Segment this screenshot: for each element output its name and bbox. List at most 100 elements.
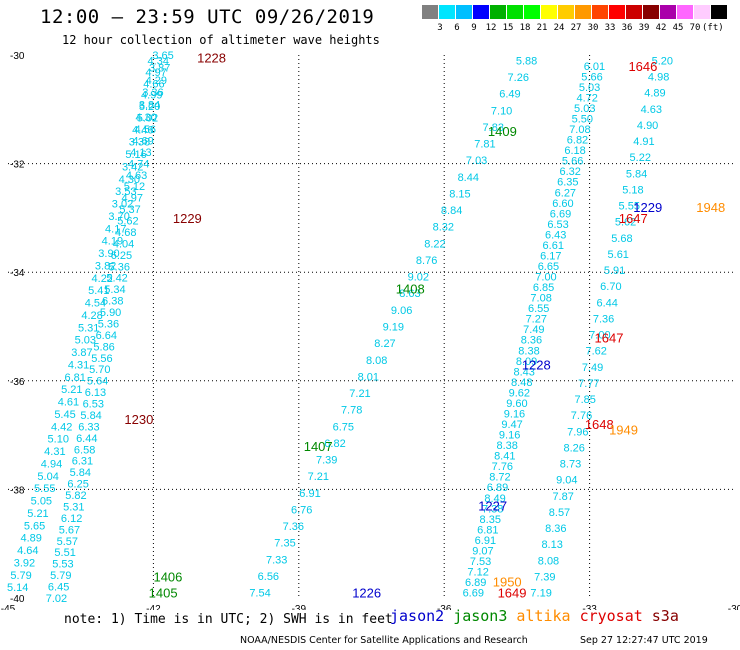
wave-height-label: 8.26 bbox=[563, 442, 584, 454]
wave-height-label: 7.19 bbox=[530, 588, 551, 600]
colorbar-swatch bbox=[609, 5, 625, 19]
wave-height-label: 5.05 bbox=[31, 496, 52, 508]
wave-height-label: 6.01 bbox=[584, 61, 605, 73]
time-label: 1230 bbox=[124, 412, 153, 427]
wave-height-label: 6.65 bbox=[538, 261, 559, 273]
wave-height-label: 4.22 bbox=[92, 273, 113, 285]
wave-height-label: 7.54 bbox=[249, 588, 270, 600]
wave-height-label: 3.87 bbox=[149, 62, 170, 74]
wave-height-label: 6.53 bbox=[83, 399, 104, 411]
wave-height-label: 7.10 bbox=[491, 105, 512, 117]
time-label: 1649 bbox=[498, 586, 527, 601]
wave-height-label: 6.33 bbox=[78, 421, 99, 433]
wave-height-label: 5.79 bbox=[10, 570, 31, 582]
wave-height-label: 7.76 bbox=[492, 461, 513, 473]
wave-height-label: 3.87 bbox=[71, 347, 92, 359]
satellite-legend: jason2 jason3 altika cryosat s3a bbox=[390, 607, 688, 625]
time-label: 1227 bbox=[478, 499, 507, 514]
wave-height-label: 5.37 bbox=[119, 204, 140, 216]
wave-height-label: 7.33 bbox=[266, 554, 287, 566]
wave-height-label: 5.55 bbox=[619, 201, 640, 213]
wave-height-label: 7.53 bbox=[470, 556, 491, 568]
colorbar-label: 30 bbox=[587, 23, 599, 33]
wave-height-label: 5.31 bbox=[63, 501, 84, 513]
wave-height-label: 7.21 bbox=[308, 471, 329, 483]
wave-height-label: 5.03 bbox=[574, 103, 595, 115]
wave-height-label: 5.14 bbox=[7, 582, 28, 594]
wave-height-label: 4.30 bbox=[135, 112, 156, 124]
wave-height-label: 5.55 bbox=[34, 483, 55, 495]
wave-height-label: 8.57 bbox=[549, 507, 570, 519]
wave-height-label: 5.82 bbox=[65, 490, 86, 502]
wave-height-label: 7.87 bbox=[552, 491, 573, 503]
wave-height-label: 3.36 bbox=[142, 87, 163, 99]
colorbar-label: 15 bbox=[502, 23, 514, 33]
y-tick-label: -30 bbox=[10, 51, 25, 62]
wave-height-label: 8.32 bbox=[433, 222, 454, 234]
wave-height-label: 7.78 bbox=[341, 405, 362, 417]
wave-height-label: 7.21 bbox=[349, 388, 370, 400]
wave-height-label: 8.38 bbox=[518, 345, 539, 357]
x-tick-label: -45 bbox=[1, 604, 16, 610]
wave-height-label: 8.35 bbox=[480, 514, 501, 526]
time-label: 1948 bbox=[696, 200, 725, 215]
colorbar-label: 45 bbox=[672, 23, 684, 33]
chart-title: 12:00 – 23:59 UTC 09/26/2019 bbox=[40, 6, 375, 28]
wave-height-label: 7.00 bbox=[535, 272, 556, 284]
wave-height-label: 4.56 bbox=[135, 124, 156, 136]
wave-height-label: 4.63 bbox=[641, 104, 662, 116]
wave-height-label: 8.43 bbox=[513, 366, 534, 378]
wave-height-label: 5.36 bbox=[109, 261, 130, 273]
wave-height-label: 5.53 bbox=[52, 559, 73, 571]
colorbar-label: 42 bbox=[655, 23, 667, 33]
wave-height-label: 8.36 bbox=[521, 335, 542, 347]
colorbar-label: 6 bbox=[454, 23, 460, 33]
wave-height-label: 7.85 bbox=[574, 394, 595, 406]
wave-height-label: 4.28 bbox=[81, 310, 102, 322]
wave-height-label: 4.98 bbox=[648, 72, 669, 84]
wave-height-label: 7.12 bbox=[467, 567, 488, 579]
colorbar-label: 9 bbox=[471, 23, 477, 33]
wave-height-label: 6.70 bbox=[600, 281, 621, 293]
wave-height-label: 7.96 bbox=[567, 426, 588, 438]
wave-height-label: 8.13 bbox=[541, 539, 562, 551]
colorbar-swatch bbox=[694, 5, 710, 19]
wave-height-label: 9.16 bbox=[504, 408, 525, 420]
wave-height-label: 6.89 bbox=[487, 482, 508, 494]
wave-height-label: 5.90 bbox=[100, 307, 121, 319]
wave-height-label: 3.92 bbox=[14, 557, 35, 569]
wave-height-label: 5.67 bbox=[59, 524, 80, 536]
wave-height-label: 5.18 bbox=[622, 184, 643, 196]
wave-height-label: 4.97 bbox=[122, 193, 143, 205]
wave-height-label: 7.03 bbox=[466, 155, 487, 167]
wave-height-label: 8.08 bbox=[366, 355, 387, 367]
wave-height-label: 8.73 bbox=[560, 459, 581, 471]
colorbar-label: 70 bbox=[689, 23, 701, 33]
x-tick-label: -42 bbox=[146, 604, 161, 610]
wave-height-label: 7.49 bbox=[523, 324, 544, 336]
wave-height-label: 4.99 bbox=[141, 90, 162, 102]
wave-height-label: 8.01 bbox=[358, 371, 379, 383]
wave-height-label: 5.12 bbox=[124, 181, 145, 193]
wave-height-label: 5.16 bbox=[125, 149, 146, 161]
colorbar-label: 33 bbox=[604, 23, 616, 33]
wave-height-label: 6.35 bbox=[557, 177, 578, 189]
wave-height-label: 7.76 bbox=[571, 410, 592, 422]
wave-height-label: 6.12 bbox=[61, 513, 82, 525]
legend-cryosat: cryosat bbox=[579, 607, 643, 625]
wave-height-label: 5.03 bbox=[579, 82, 600, 94]
x-tick-label: -30 bbox=[728, 604, 740, 610]
wave-height-label: 6.45 bbox=[48, 582, 69, 594]
wave-height-label: 7.38 bbox=[482, 503, 503, 515]
wave-height-label: 6.85 bbox=[533, 282, 554, 294]
wave-height-label: 8.72 bbox=[489, 472, 510, 484]
colorbar-label: 39 bbox=[638, 23, 650, 33]
wave-height-label: 5.91 bbox=[604, 265, 625, 277]
wave-height-label: 6.43 bbox=[545, 229, 566, 241]
x-tick-label: -36 bbox=[437, 604, 452, 610]
wave-height-label: 9.07 bbox=[472, 545, 493, 557]
wave-height-label: 5.66 bbox=[581, 71, 602, 83]
wave-height-label: 8.76 bbox=[416, 255, 437, 267]
wave-height-label: 6.32 bbox=[560, 166, 581, 178]
wave-height-label: 5.02 bbox=[137, 113, 158, 125]
